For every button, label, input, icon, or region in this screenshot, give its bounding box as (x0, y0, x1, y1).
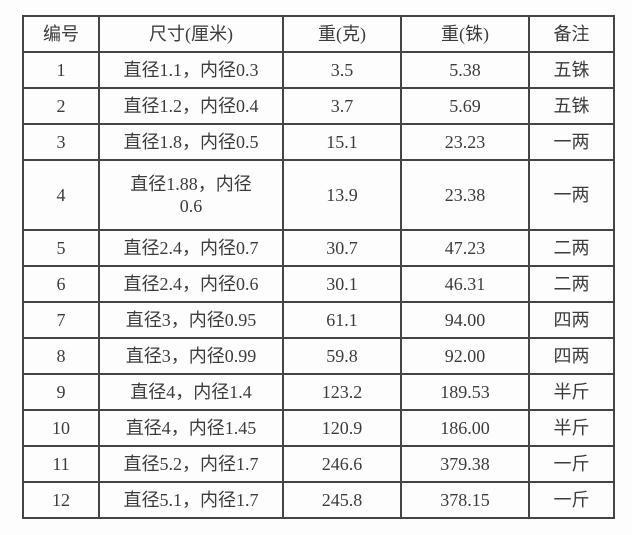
header-grams: 重(克) (282, 15, 402, 53)
cell-id: 5 (22, 229, 100, 267)
table-row: 5 直径2.4，内径0.7 30.7 47.23 二两 (22, 229, 615, 267)
cell-zhu: 379.38 (400, 445, 530, 483)
cell-size: 直径2.4，内径0.6 (98, 265, 284, 303)
cell-id: 11 (22, 445, 100, 483)
cell-size: 直径3，内径0.99 (98, 337, 284, 375)
table-row: 4 直径1.88，内径 0.6 13.9 23.38 一两 (22, 159, 615, 231)
cell-size: 直径1.88，内径 0.6 (98, 159, 284, 231)
cell-size: 直径5.2，内径1.7 (98, 445, 284, 483)
cell-grams: 120.9 (282, 409, 402, 447)
cell-zhu: 94.00 (400, 301, 530, 339)
cell-note: 二两 (528, 265, 615, 303)
cell-size: 直径1.2，内径0.4 (98, 87, 284, 125)
cell-note: 一斤 (528, 481, 615, 519)
cell-id: 4 (22, 159, 100, 231)
cell-zhu: 5.69 (400, 87, 530, 125)
cell-grams: 59.8 (282, 337, 402, 375)
cell-id: 8 (22, 337, 100, 375)
cell-id: 6 (22, 265, 100, 303)
cell-zhu: 92.00 (400, 337, 530, 375)
cell-zhu: 186.00 (400, 409, 530, 447)
cell-grams: 30.1 (282, 265, 402, 303)
cell-zhu: 378.15 (400, 481, 530, 519)
cell-id: 1 (22, 51, 100, 89)
cell-note: 半斤 (528, 373, 615, 411)
header-note: 备注 (528, 15, 615, 53)
cell-size: 直径1.8，内径0.5 (98, 123, 284, 161)
cell-note: 四两 (528, 301, 615, 339)
cell-size: 直径1.1，内径0.3 (98, 51, 284, 89)
cell-note: 五铢 (528, 87, 615, 125)
cell-note: 一两 (528, 159, 615, 231)
cell-size: 直径4，内径1.45 (98, 409, 284, 447)
cell-note: 一两 (528, 123, 615, 161)
cell-note: 四两 (528, 337, 615, 375)
cell-note: 半斤 (528, 409, 615, 447)
cell-grams: 13.9 (282, 159, 402, 231)
cell-zhu: 23.38 (400, 159, 530, 231)
table-row: 2 直径1.2，内径0.4 3.7 5.69 五铢 (22, 87, 615, 125)
cell-grams: 3.7 (282, 87, 402, 125)
cell-zhu: 189.53 (400, 373, 530, 411)
table-row: 10 直径4，内径1.45 120.9 186.00 半斤 (22, 409, 615, 447)
cell-id: 3 (22, 123, 100, 161)
table-row: 1 直径1.1，内径0.3 3.5 5.38 五铢 (22, 51, 615, 89)
cell-zhu: 47.23 (400, 229, 530, 267)
table-row: 12 直径5.1，内径1.7 245.8 378.15 一斤 (22, 481, 615, 519)
cell-note: 一斤 (528, 445, 615, 483)
table-row: 6 直径2.4，内径0.6 30.1 46.31 二两 (22, 265, 615, 303)
cell-zhu: 46.31 (400, 265, 530, 303)
header-id: 编号 (22, 15, 100, 53)
table-row: 3 直径1.8，内径0.5 15.1 23.23 一两 (22, 123, 615, 161)
table-row: 7 直径3，内径0.95 61.1 94.00 四两 (22, 301, 615, 339)
cell-grams: 61.1 (282, 301, 402, 339)
coin-weight-table: 编号 尺寸(厘米) 重(克) 重(铢) 备注 1 直径1.1，内径0.3 3.5… (22, 15, 615, 519)
cell-grams: 123.2 (282, 373, 402, 411)
cell-grams: 3.5 (282, 51, 402, 89)
cell-id: 12 (22, 481, 100, 519)
cell-size: 直径2.4，内径0.7 (98, 229, 284, 267)
cell-note: 二两 (528, 229, 615, 267)
cell-grams: 15.1 (282, 123, 402, 161)
cell-zhu: 5.38 (400, 51, 530, 89)
cell-grams: 245.8 (282, 481, 402, 519)
header-size: 尺寸(厘米) (98, 15, 284, 53)
cell-grams: 30.7 (282, 229, 402, 267)
cell-size: 直径3，内径0.95 (98, 301, 284, 339)
header-row: 编号 尺寸(厘米) 重(克) 重(铢) 备注 (22, 15, 615, 53)
cell-grams: 246.6 (282, 445, 402, 483)
table-row: 9 直径4，内径1.4 123.2 189.53 半斤 (22, 373, 615, 411)
header-zhu: 重(铢) (400, 15, 530, 53)
cell-note: 五铢 (528, 51, 615, 89)
table-row: 8 直径3，内径0.99 59.8 92.00 四两 (22, 337, 615, 375)
cell-id: 7 (22, 301, 100, 339)
table-row: 11 直径5.2，内径1.7 246.6 379.38 一斤 (22, 445, 615, 483)
cell-zhu: 23.23 (400, 123, 530, 161)
cell-size: 直径5.1，内径1.7 (98, 481, 284, 519)
cell-id: 9 (22, 373, 100, 411)
cell-size: 直径4，内径1.4 (98, 373, 284, 411)
cell-id: 10 (22, 409, 100, 447)
cell-id: 2 (22, 87, 100, 125)
